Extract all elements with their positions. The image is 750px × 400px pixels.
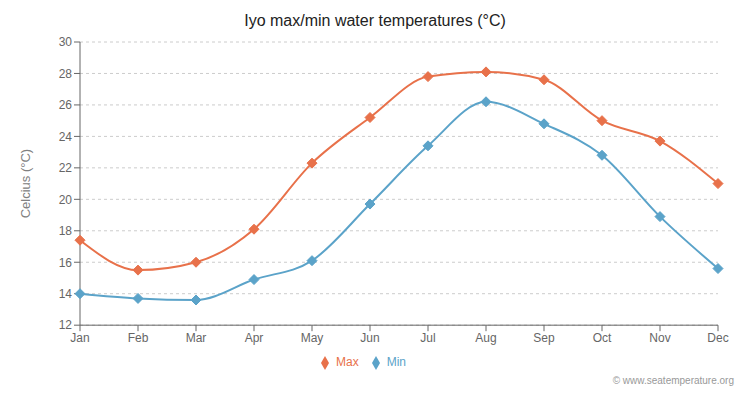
html-text:Max: Max bbox=[336, 355, 359, 370]
svg-text:Sep: Sep bbox=[533, 331, 555, 345]
svg-text:Feb: Feb bbox=[128, 331, 149, 345]
svg-text:Oct: Oct bbox=[593, 331, 612, 345]
svg-text:May: May bbox=[301, 331, 324, 345]
svg-text:20: 20 bbox=[59, 193, 73, 207]
svg-text:26: 26 bbox=[59, 98, 73, 112]
svg-text:Mar: Mar bbox=[186, 331, 207, 345]
svg-text:Nov: Nov bbox=[649, 331, 670, 345]
html-text:© www.seatemperature.org: © www.seatemperature.org bbox=[612, 375, 734, 386]
svg-text:Jul: Jul bbox=[420, 331, 435, 345]
svg-text:12: 12 bbox=[59, 318, 73, 332]
svg-text:16: 16 bbox=[59, 256, 73, 270]
svg-text:Celcius (°C): Celcius (°C) bbox=[18, 149, 33, 218]
svg-text:14: 14 bbox=[59, 287, 73, 301]
svg-text:Dec: Dec bbox=[707, 331, 728, 345]
svg-text:Jan: Jan bbox=[70, 331, 89, 345]
svg-text:28: 28 bbox=[59, 67, 73, 81]
html-text:Iyo max/min water temperatures: Iyo max/min water temperatures (°C) bbox=[244, 12, 506, 29]
svg-text:30: 30 bbox=[59, 35, 73, 49]
svg-text:Aug: Aug bbox=[475, 331, 496, 345]
svg-text:Jun: Jun bbox=[360, 331, 379, 345]
html-text:Min: Min bbox=[386, 355, 406, 370]
svg-text:18: 18 bbox=[59, 224, 73, 238]
svg-text:Apr: Apr bbox=[245, 331, 264, 345]
svg-text:22: 22 bbox=[59, 161, 73, 175]
svg-text:24: 24 bbox=[59, 130, 73, 144]
